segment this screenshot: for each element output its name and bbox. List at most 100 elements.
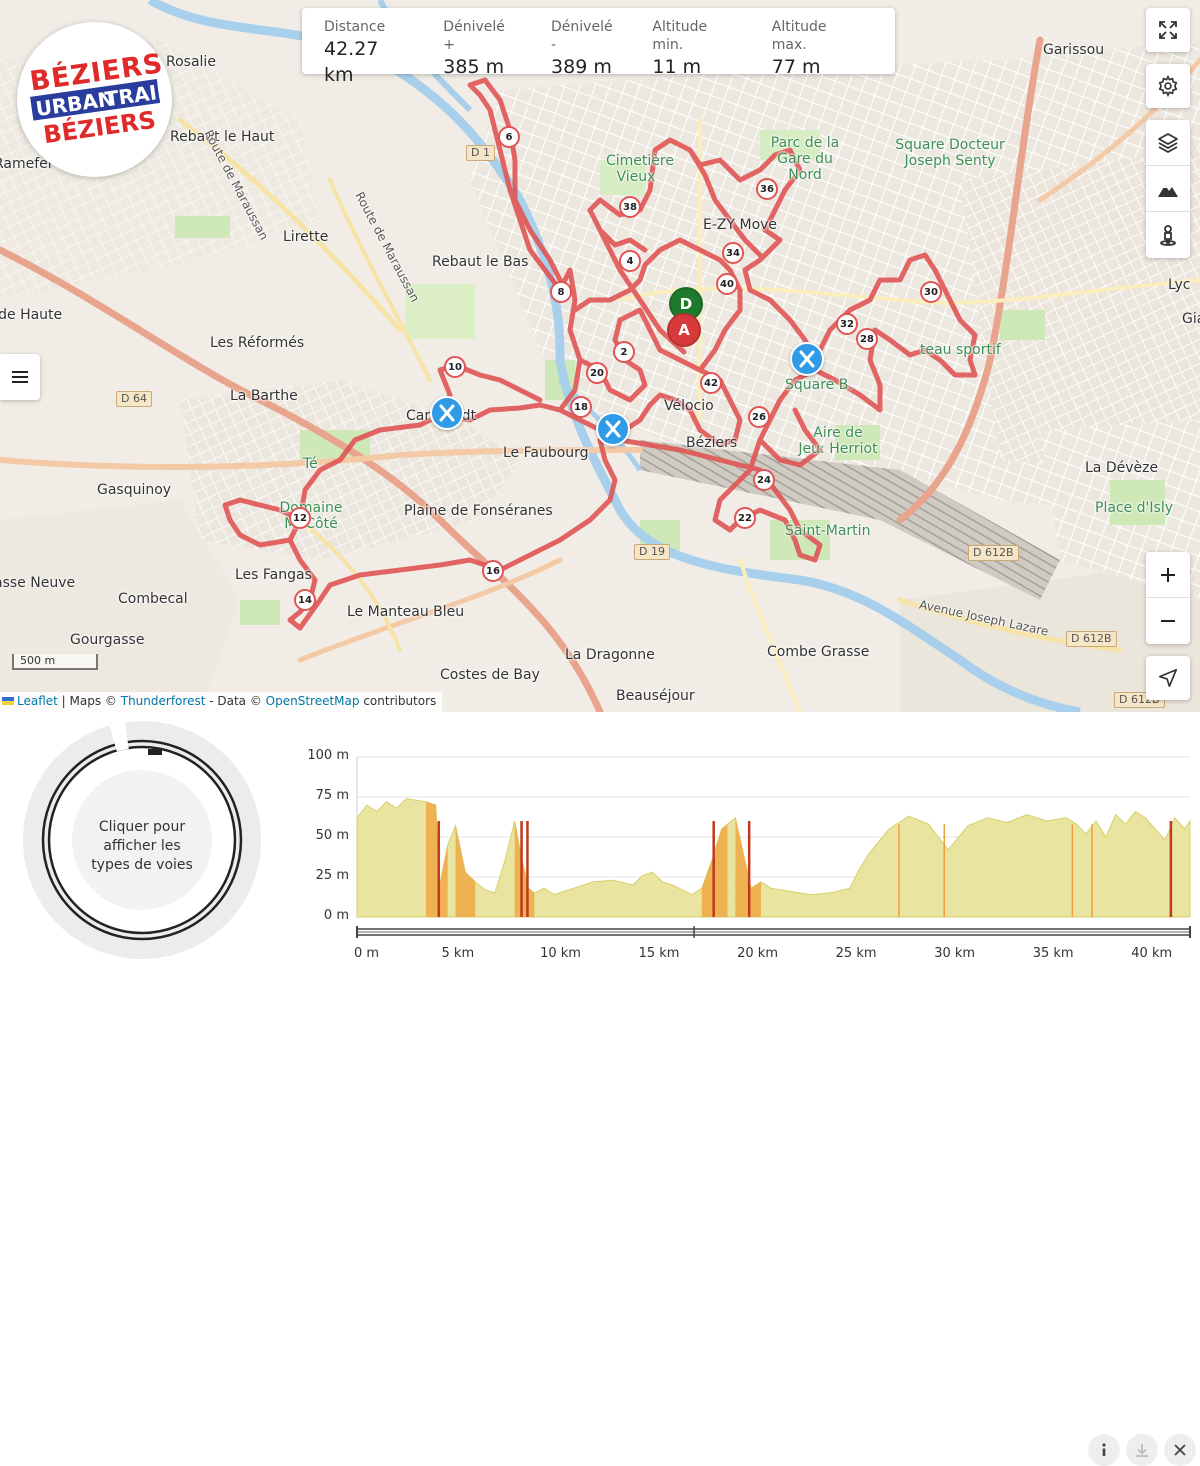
- place-label: Vélocio: [664, 398, 714, 414]
- place-label: asse Neuve: [0, 575, 76, 591]
- place-label: Domaine Mi-Côté: [279, 500, 343, 532]
- place-label: La Dragonne: [565, 647, 655, 663]
- km-marker[interactable]: 40: [716, 273, 738, 295]
- scale-bar: 500 m: [12, 654, 98, 670]
- road-number-tag: D 612B: [968, 545, 1019, 561]
- leaflet-link[interactable]: Leaflet: [17, 694, 58, 708]
- road-types-donut[interactable]: [12, 712, 272, 973]
- road-types-hint: Cliquer pour afficher les types de voies: [91, 819, 193, 873]
- km-marker[interactable]: 16: [482, 560, 504, 582]
- y-tick-label: 75 m: [315, 788, 349, 803]
- km-marker[interactable]: 36: [756, 178, 778, 200]
- end-marker[interactable]: A: [667, 313, 701, 347]
- zoom-in-button[interactable]: [1146, 552, 1190, 598]
- thunderforest-link[interactable]: Thunderforest: [120, 694, 206, 708]
- km-marker[interactable]: 12: [289, 507, 311, 529]
- road-number-tag: D 612B: [1066, 631, 1117, 647]
- km-marker[interactable]: 28: [856, 328, 878, 350]
- map-view[interactable]: Rosalie Rebaut le Haut Ramefer Lirette Rebau…: [0, 0, 1200, 712]
- road-number-tag: D 1: [466, 145, 495, 161]
- km-marker[interactable]: 22: [734, 507, 756, 529]
- place-label: Béziers: [686, 435, 738, 451]
- km-marker[interactable]: 4: [619, 250, 641, 272]
- fullscreen-button[interactable]: [1146, 8, 1190, 52]
- locate-button[interactable]: [1146, 656, 1190, 700]
- stat-item: Altitude min. 11 m: [652, 18, 737, 78]
- place-label: Costes de Bay: [440, 667, 540, 683]
- km-marker[interactable]: 38: [619, 196, 641, 218]
- stat-item: Dénivelé - 389 m: [551, 18, 618, 78]
- km-marker[interactable]: 26: [748, 406, 770, 428]
- road-number-tag: D 19: [634, 544, 670, 560]
- place-label: Lirette: [283, 229, 329, 245]
- layers-button[interactable]: [1146, 120, 1190, 166]
- place-label: Plaine de Fonséranes: [404, 503, 553, 519]
- streetview-button[interactable]: [1146, 212, 1190, 258]
- place-label: Aire de Jeu: Herriot: [798, 425, 878, 457]
- locate-icon: [1158, 668, 1178, 688]
- km-marker[interactable]: 32: [836, 313, 858, 335]
- km-marker[interactable]: 24: [753, 469, 775, 491]
- km-marker[interactable]: 2: [613, 341, 635, 363]
- place-label: Place d'Isly: [1095, 500, 1174, 516]
- x-tick-label: 30 km: [934, 946, 976, 961]
- elevation-button[interactable]: [1146, 166, 1190, 212]
- stat-value: 11 m: [652, 56, 702, 78]
- elevation-icon: [1158, 184, 1178, 197]
- download-button[interactable]: [1126, 1434, 1158, 1466]
- km-marker[interactable]: 8: [550, 281, 572, 303]
- stat-value: 385 m: [443, 56, 505, 78]
- layers-icon: [1158, 132, 1178, 153]
- aid-station-icon[interactable]: [790, 342, 824, 376]
- y-tick-label: 100 m: [307, 748, 349, 763]
- info-icon: [1102, 1443, 1106, 1456]
- stat-item: Distance 42.27 km: [324, 18, 409, 86]
- km-marker[interactable]: 34: [722, 242, 744, 264]
- km-marker[interactable]: 18: [570, 396, 592, 418]
- zoom-control: [1146, 552, 1190, 644]
- place-label: Le Manteau Bleu: [347, 604, 465, 620]
- y-tick-label: 25 m: [315, 868, 349, 883]
- km-marker[interactable]: 6: [498, 126, 520, 148]
- x-tick-label: 20 km: [737, 946, 778, 961]
- place-label: Saint-Martin: [785, 523, 871, 539]
- place-label: teau sportif: [920, 342, 1001, 358]
- place-label: Gia: [1182, 311, 1200, 327]
- km-marker[interactable]: 14: [294, 589, 316, 611]
- stat-label: Distance: [324, 19, 386, 35]
- stat-value: 77 m: [771, 56, 821, 78]
- stat-value: 42.27 km: [324, 38, 379, 86]
- stat-item: Altitude max. 77 m: [772, 18, 861, 78]
- place-label: La Barthe: [230, 388, 298, 404]
- x-tick-label: 40 km: [1131, 946, 1173, 961]
- km-marker[interactable]: 10: [444, 356, 466, 378]
- info-button[interactable]: [1088, 1434, 1120, 1466]
- km-marker[interactable]: 42: [700, 372, 722, 394]
- close-button[interactable]: [1164, 1434, 1196, 1466]
- x-tick-label: 35 km: [1032, 946, 1074, 961]
- menu-button[interactable]: [0, 354, 40, 400]
- place-label: Ide Haute: [0, 307, 63, 323]
- osm-link[interactable]: OpenStreetMap: [265, 694, 360, 708]
- place-label: Combecal: [118, 591, 188, 607]
- place-label: La Dévèze: [1085, 460, 1159, 476]
- road-number-tag: D 64: [116, 391, 152, 407]
- stat-item: Dénivelé + 385 m: [443, 18, 517, 78]
- aid-station-icon[interactable]: [596, 412, 630, 446]
- place-label: Parc de la Gare du Nord: [770, 135, 840, 183]
- place-label: Les Réformés: [210, 335, 305, 351]
- km-marker[interactable]: 20: [586, 362, 608, 384]
- y-tick-label: 0 m: [323, 908, 349, 923]
- place-label: Ramefer: [0, 156, 54, 172]
- aid-station-icon[interactable]: [430, 396, 464, 430]
- place-label: Lyc: [1168, 277, 1191, 293]
- ukraine-flag-icon: [2, 697, 14, 705]
- zoom-out-button[interactable]: [1146, 598, 1190, 644]
- place-label: Les Fangas: [235, 567, 312, 583]
- zoom-in-icon: [1161, 567, 1175, 582]
- settings-button[interactable]: [1146, 64, 1190, 108]
- km-marker[interactable]: 30: [920, 281, 942, 303]
- place-label: Beauséjour: [616, 688, 695, 704]
- y-tick-label: 50 m: [315, 828, 349, 843]
- stat-label: Dénivelé +: [443, 19, 505, 53]
